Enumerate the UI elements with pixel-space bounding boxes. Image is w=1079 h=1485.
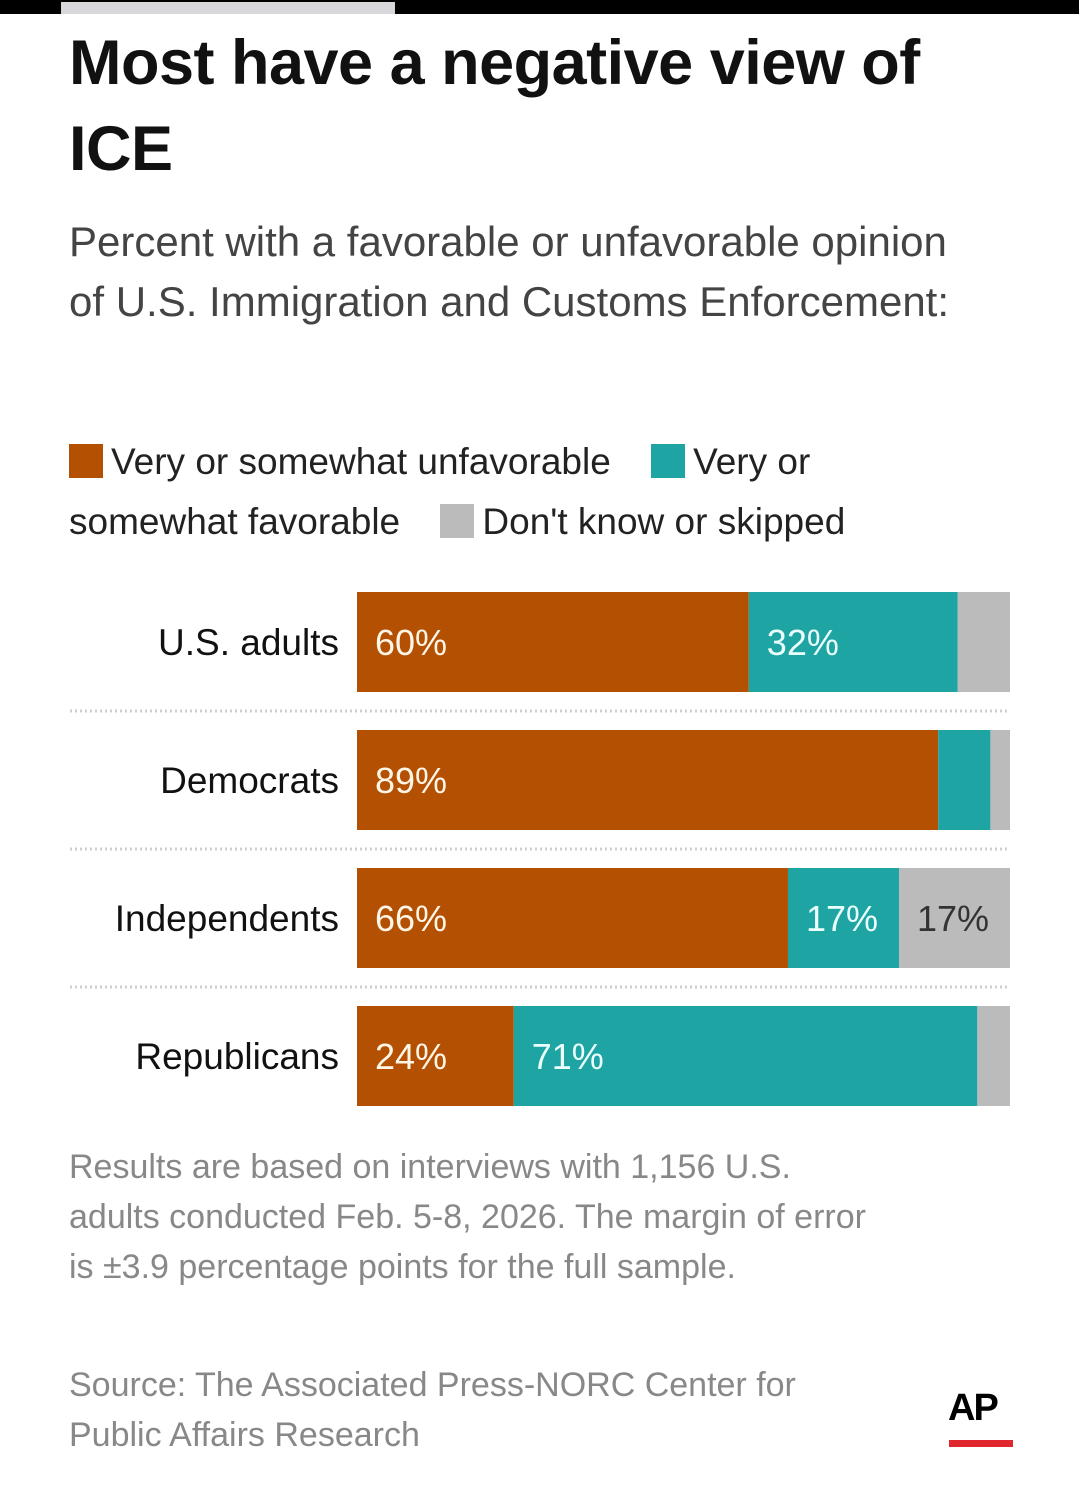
top-bar [0,0,1079,14]
data-label-independents-don-t-know-or-skipped: 17% [917,898,989,939]
bar-segment-republicans-very-or-somewhat-unfavorable [357,1006,514,1106]
bar-segment-u-s-adults-very-or-somewhat-favorable [748,592,958,692]
bar-segment-u-s-adults-very-or-somewhat-unfavorable [357,592,749,692]
footnote: Results are based on interviews with 1,1… [69,1148,866,1286]
bar-segment-democrats-very-or-somewhat-unfavorable [357,730,939,830]
category-label-democrats: Democrats [160,760,339,801]
bar-segment-independents-don-t-know-or-skipped [898,868,1010,968]
legend-label-favorable: Very or somewhat favorable [69,441,811,542]
ap-logo: AP [948,1388,1014,1450]
bar-segment-democrats-don-t-know-or-skipped [990,730,1010,830]
data-label-independents-very-or-somewhat-unfavorable: 66% [375,898,447,939]
chart-subtitle: Percent with a favorable or unfavorable … [69,218,950,325]
legend: Very or somewhat unfavorable Very or som… [69,432,969,552]
category-label-u-s-adults: U.S. adults [158,622,339,663]
ap-logo-underline [949,1440,1013,1447]
bar-segment-independents-very-or-somewhat-unfavorable [357,868,788,968]
category-label-independents: Independents [115,898,339,939]
legend-swatch-dont-know [440,504,475,538]
legend-label-unfavorable: Very or somewhat unfavorable [111,441,611,482]
legend-item-favorable: Very or somewhat favorable [69,441,810,542]
chart-title: Most have a negative view of ICE [69,28,920,184]
legend-swatch-favorable [651,444,686,478]
legend-item-unfavorable: Very or somewhat unfavorable [69,441,611,482]
data-label-democrats-very-or-somewhat-unfavorable: 89% [375,760,447,801]
data-label-independents-very-or-somewhat-favorable: 17% [806,898,878,939]
legend-item-dont-know: Don't know or skipped [440,501,845,542]
category-label-republicans: Republicans [135,1036,339,1077]
bar-segment-u-s-adults-don-t-know-or-skipped [957,592,1010,692]
bar-segment-independents-very-or-somewhat-favorable [787,868,899,968]
bar-segment-republicans-don-t-know-or-skipped [977,1006,1010,1106]
data-label-republicans-very-or-somewhat-unfavorable: 24% [375,1036,447,1077]
data-label-u-s-adults-very-or-somewhat-unfavorable: 60% [375,622,447,663]
data-label-u-s-adults-very-or-somewhat-favorable: 32% [767,622,839,663]
source-note: Source: The Associated Press-NORC Center… [69,1366,796,1454]
ap-logo-text: AP [948,1387,999,1429]
legend-label-dont-know: Don't know or skipped [482,501,846,542]
top-bar-tab [61,2,395,14]
bar-segment-republicans-very-or-somewhat-favorable [513,1006,978,1106]
legend-swatch-unfavorable [69,444,103,478]
data-label-republicans-very-or-somewhat-favorable: 71% [532,1036,604,1077]
bar-segment-democrats-very-or-somewhat-favorable [938,730,991,830]
